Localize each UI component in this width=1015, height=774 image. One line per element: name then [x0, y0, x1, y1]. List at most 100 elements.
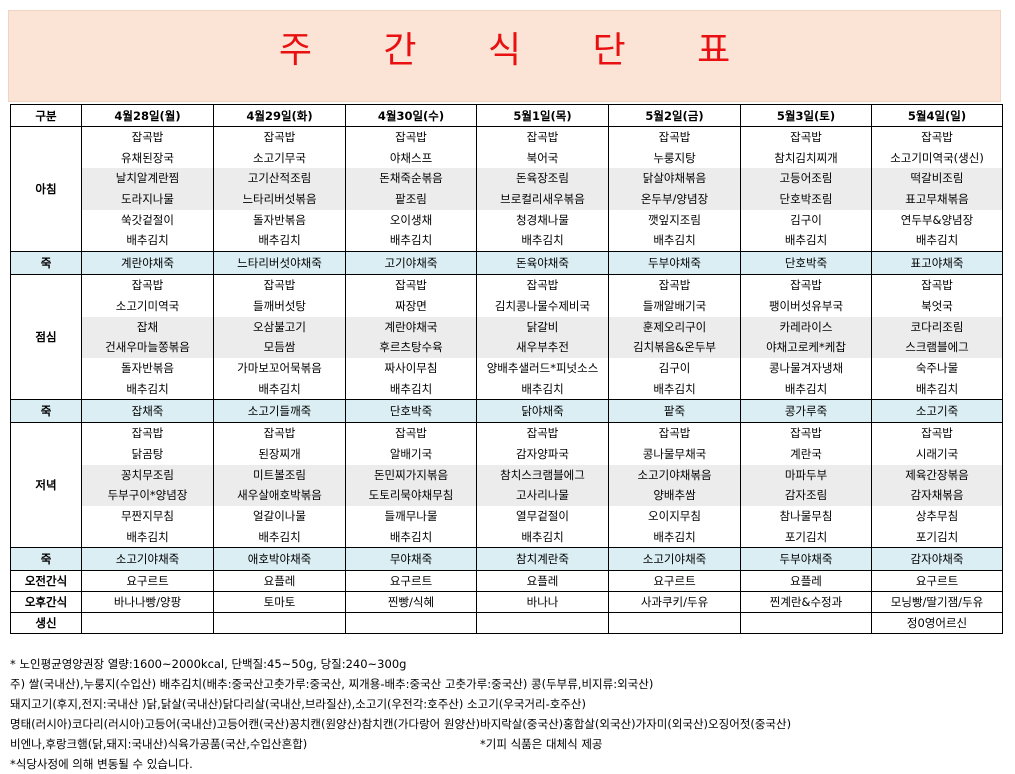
menu-item: 배추김치	[653, 381, 696, 396]
afternoon-snack-label: 오후간식	[10, 591, 82, 614]
header-day: 5월4일(일)	[871, 104, 1003, 127]
lunch-row: 점심 잡곡밥 소고기미역국 잡채 건새우마늘쫑볶음 돌자반볶음 배추김치 잡곡밥 들깨버섯탕 오삼…	[10, 274, 1003, 401]
afternoon-snack-cell: 사과쿠키/두유	[608, 591, 741, 614]
morning-snack-cell: 요구르트	[81, 570, 214, 593]
porridge-1-cell: 느타리버섯야채죽	[213, 251, 346, 276]
menu-item: 숙주나물	[915, 360, 959, 375]
header-day: 5월1일(목)	[476, 104, 609, 127]
menu-item: 연두부&양념장	[900, 212, 974, 227]
menu-item: 배추김치	[521, 233, 564, 248]
menu-item: 시래기국	[915, 446, 959, 461]
porridge-1-cell: 돈육야채죽	[476, 251, 609, 276]
afternoon-snack-row: 오후간식 바나나빵/양팡 토마토 찐빵/식혜 바나나 사과쿠키/두유 찐계란&수정과 모닝빵/…	[10, 591, 1003, 614]
menu-item: 포기김치	[784, 529, 828, 544]
morning-snack-cell: 요구르트	[871, 570, 1003, 593]
menu-item: 팥조림	[346, 189, 476, 210]
menu-item: 오삼불고기	[214, 316, 345, 338]
header-day: 5월2일(금)	[608, 104, 741, 127]
menu-item: 고기산적조림	[214, 168, 345, 190]
menu-item: 소고기미역국(생신)	[890, 150, 984, 165]
porridge-3-cell: 두부야채죽	[740, 547, 872, 572]
dinner-day-cell: 잡곡밥 된장찌개 미트볼조림 새우살애호박볶음 얼갈이나물 배추김치	[213, 422, 346, 549]
porridge-1-cell: 단호박죽	[740, 251, 872, 276]
menu-item: 잡곡밥	[658, 130, 691, 144]
porridge-3-cell: 무야채죽	[345, 547, 477, 572]
menu-item: 김구이	[790, 212, 822, 227]
menu-item: 들깨버섯탕	[253, 298, 306, 313]
menu-item: 가마보꼬어묵볶음	[237, 360, 322, 375]
menu-item: 소고기미역국	[115, 298, 180, 313]
menu-item: 단호박조림	[741, 189, 871, 210]
header-day: 4월28일(월)	[81, 104, 214, 127]
lunch-day-cell: 잡곡밥 들깨알배기국 훈제오리구이 김치볶음&온두부 김구이 배추김치	[608, 274, 741, 401]
menu-item: 배추김치	[784, 233, 828, 248]
birthday-cell	[81, 612, 214, 635]
breakfast-row: 아침 잡곡밥 유채된장국 날치알계란찜 도라지나물 쑥갓겉절이 배추김치 잡곡밥 소고기무국 고기…	[10, 125, 1003, 253]
menu-item: 배추김치	[521, 381, 564, 396]
birthday-label: 생신	[10, 612, 82, 635]
lunch-label: 점심	[10, 274, 82, 401]
menu-item: 배추김치	[784, 381, 828, 396]
menu-item: 잡곡밥	[131, 278, 164, 293]
afternoon-snack-cell: 바나나빵/양팡	[81, 591, 214, 614]
porridge-2-cell: 단호박죽	[345, 399, 477, 424]
menu-item: 배추김치	[521, 529, 564, 544]
lunch-day-cell: 잡곡밥 짜장면 계란야채국 후르츠탕수육 짜사이무침 배추김치	[345, 274, 477, 401]
menu-item: 유채된장국	[121, 150, 174, 165]
breakfast-day-cell: 잡곡밥 누룽지탕 닭살야채볶음 온두부/양념장 깻잎지조림 배추김치	[608, 125, 741, 253]
lunch-day-cell: 잡곡밥 소고기미역국 잡채 건새우마늘쫑볶음 돌자반볶음 배추김치	[81, 274, 214, 401]
breakfast-day-cell: 잡곡밥 소고기무국 고기산적조림 느타리버섯볶음 돌자반볶음 배추김치	[213, 125, 346, 253]
menu-item: 훈제오리구이	[609, 316, 740, 338]
afternoon-snack-cell: 찐계란&수정과	[740, 591, 872, 614]
menu-item: 무짠지무침	[121, 509, 174, 523]
menu-item: 된장찌개	[258, 446, 301, 461]
porridge-1-cell: 표고야채죽	[871, 251, 1003, 276]
menu-item: 양배추샐러드*피넛소스	[486, 360, 599, 375]
menu-item: 배추김치	[389, 381, 433, 396]
porridge-3-cell: 참치계란죽	[476, 547, 609, 572]
menu-item: 스크램블에그	[872, 337, 1002, 358]
menu-item: 마파두부	[741, 464, 871, 486]
morning-snack-cell: 요플레	[740, 570, 872, 593]
menu-item: 소고기야채볶음	[609, 464, 740, 486]
weekly-menu-table: 구분 4월28일(월) 4월29일(화) 4월30일(수) 5월1일(목) 5월2일(금)…	[10, 104, 1003, 635]
menu-item: 잡곡밥	[263, 130, 296, 144]
dinner-label: 저녁	[10, 422, 82, 549]
menu-item: 소고기무국	[253, 150, 306, 165]
menu-item: 배추김치	[653, 529, 696, 544]
birthday-cell	[213, 612, 346, 635]
afternoon-snack-cell: 찐빵/식혜	[345, 591, 477, 614]
menu-item: 잡곡밥	[790, 130, 822, 144]
menu-item: 잡곡밥	[395, 426, 427, 441]
menu-item: 고등어조림	[741, 168, 871, 190]
menu-item: 떡갈비조림	[872, 168, 1002, 190]
menu-item: 온두부/양념장	[609, 189, 740, 210]
porridge-3-label: 죽	[10, 547, 82, 572]
menu-item: 야채고로케*케찹	[741, 337, 871, 358]
note-origin-4: 비엔나,후랑크햄(닭,돼지:국내산)식육가공품(국산,수입산혼합)	[10, 737, 308, 751]
menu-item: 잡곡밥	[921, 278, 953, 293]
porridge-2-cell: 소고기들깨죽	[213, 399, 346, 424]
afternoon-snack-cell: 모닝빵/딸기잼/두유	[871, 591, 1003, 614]
menu-item: 알배기국	[389, 446, 433, 461]
breakfast-day-cell: 잡곡밥 북어국 돈육장조림 브로컬리새우볶음 청경채나물 배추김치	[476, 125, 609, 253]
porridge-3-cell: 애호박야채죽	[213, 547, 346, 572]
menu-item: 김치콩나물수제비국	[494, 298, 591, 313]
menu-item: 돈육장조림	[477, 168, 608, 190]
menu-item: 새우부추전	[477, 337, 608, 358]
porridge-1-cell: 고기야채죽	[345, 251, 477, 276]
note-origin-1: 주) 쌀(국내산),누룽지(수입산) 배추김치(배추:중국산고춧가루:중국산, …	[10, 677, 654, 691]
porridge-3-row: 죽 소고기야채죽 애호박야채죽 무야채죽 참치계란죽 소고기야채죽 두부야채죽 감자야채죽	[10, 547, 1003, 572]
menu-item: 깻잎지조림	[648, 212, 701, 227]
note-origin-4-row: 비엔나,후랑크햄(닭,돼지:국내산)식육가공품(국산,수입산혼합) *기피 식품…	[10, 734, 1005, 754]
menu-item: 제육간장볶음	[872, 464, 1002, 486]
porridge-2-label: 죽	[10, 399, 82, 424]
lunch-day-cell: 잡곡밥 들깨버섯탕 오삼불고기 모듬쌈 가마보꼬어묵볶음 배추김치	[213, 274, 346, 401]
morning-snack-cell: 요구르트	[345, 570, 477, 593]
menu-item: 양배추쌈	[609, 485, 740, 506]
note-origin-3: 명태(러시아)코다리(러시아)고등어(국내산)고등어캔(국산)꽁치캔(원양산)참…	[10, 717, 792, 731]
menu-item: 누룽지탕	[653, 150, 696, 165]
menu-item: 도토리묵야채무침	[346, 485, 476, 506]
dinner-row: 저녁 잡곡밥 닭곰탕 꽁치무조림 두부구이*양념장 무짠지무침 배추김치 잡곡밥 된장찌개 미트볼…	[10, 422, 1003, 549]
menu-item: 배추김치	[653, 233, 696, 248]
